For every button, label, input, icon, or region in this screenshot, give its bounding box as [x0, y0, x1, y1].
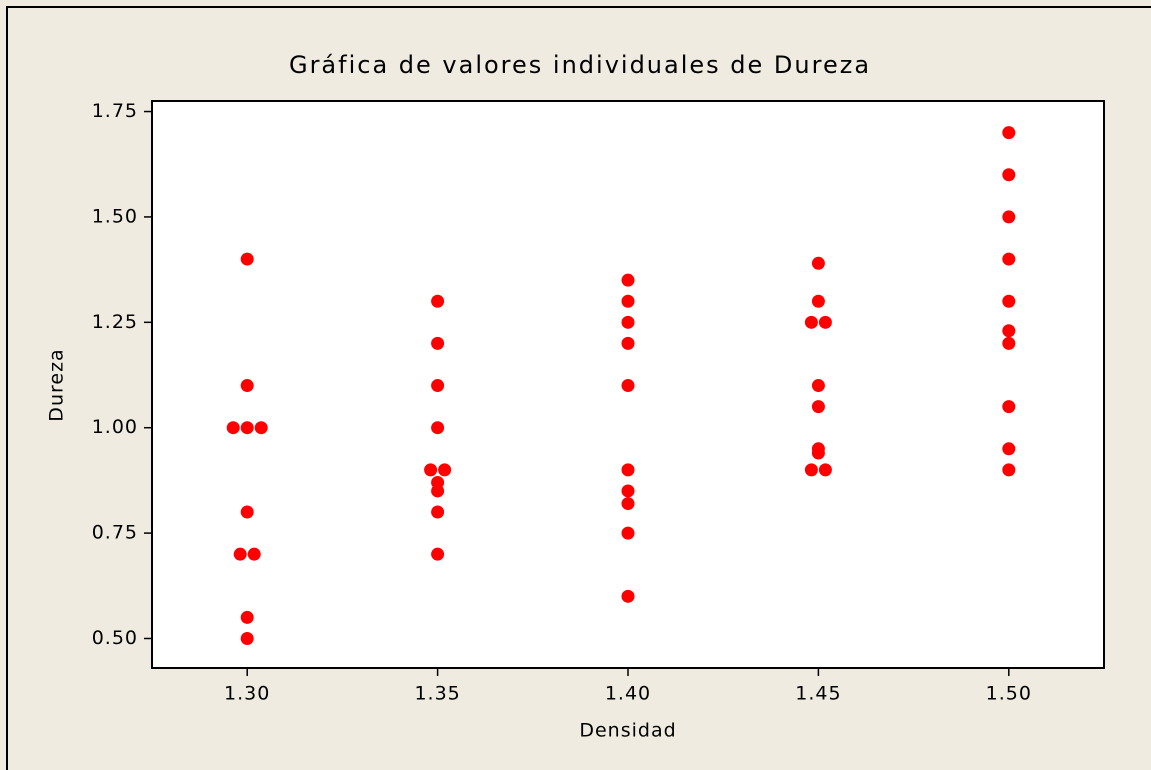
data-point — [1002, 336, 1016, 350]
data-point — [621, 294, 635, 308]
data-point — [240, 252, 254, 266]
data-point — [621, 273, 635, 287]
data-point — [811, 256, 825, 270]
data-point — [431, 505, 445, 519]
data-point — [804, 463, 818, 477]
data-point — [431, 484, 445, 498]
y-tick-label: 0.75 — [92, 522, 138, 544]
data-point — [621, 315, 635, 329]
data-point — [438, 463, 452, 477]
data-point — [233, 547, 247, 561]
data-point — [804, 315, 818, 329]
data-point — [811, 294, 825, 308]
data-point — [424, 463, 438, 477]
data-point — [818, 315, 832, 329]
data-point — [240, 610, 254, 624]
y-tick-label: 1.25 — [92, 311, 138, 333]
data-point — [1002, 400, 1016, 414]
data-point — [226, 421, 240, 435]
x-axis-label: Densidad — [579, 720, 676, 742]
data-point — [811, 400, 825, 414]
y-tick-label: 0.50 — [92, 627, 138, 649]
x-tick-label: 1.40 — [605, 683, 651, 705]
data-point — [621, 379, 635, 393]
data-point — [811, 446, 825, 460]
data-point — [621, 463, 635, 477]
data-point — [1002, 126, 1016, 140]
data-point — [431, 336, 445, 350]
data-point — [621, 589, 635, 603]
data-point — [621, 497, 635, 511]
data-point — [240, 631, 254, 645]
data-point — [254, 421, 268, 435]
y-tick-label: 1.00 — [92, 416, 138, 438]
data-point — [1002, 294, 1016, 308]
data-point — [240, 505, 254, 519]
x-tick-label: 1.45 — [795, 683, 841, 705]
data-point — [818, 463, 832, 477]
data-point — [811, 379, 825, 393]
y-tick-label: 1.75 — [92, 100, 138, 122]
chart-title: Gráfica de valores individuales de Durez… — [289, 51, 871, 79]
data-point — [240, 421, 254, 435]
data-point — [240, 379, 254, 393]
data-point — [1002, 210, 1016, 224]
data-point — [621, 484, 635, 498]
data-point — [431, 421, 445, 435]
data-point — [1002, 442, 1016, 456]
data-point — [621, 336, 635, 350]
data-point — [431, 294, 445, 308]
data-point — [1002, 252, 1016, 266]
data-point — [431, 547, 445, 561]
data-point — [431, 379, 445, 393]
y-tick-label: 1.50 — [92, 205, 138, 227]
data-point — [621, 526, 635, 540]
x-tick-label: 1.30 — [224, 683, 270, 705]
data-point — [1002, 463, 1016, 477]
y-axis-label: Dureza — [46, 348, 68, 421]
x-tick-label: 1.35 — [414, 683, 460, 705]
data-point — [1002, 168, 1016, 182]
x-tick-label: 1.50 — [986, 683, 1032, 705]
data-point — [1002, 324, 1016, 338]
data-point — [247, 547, 261, 561]
